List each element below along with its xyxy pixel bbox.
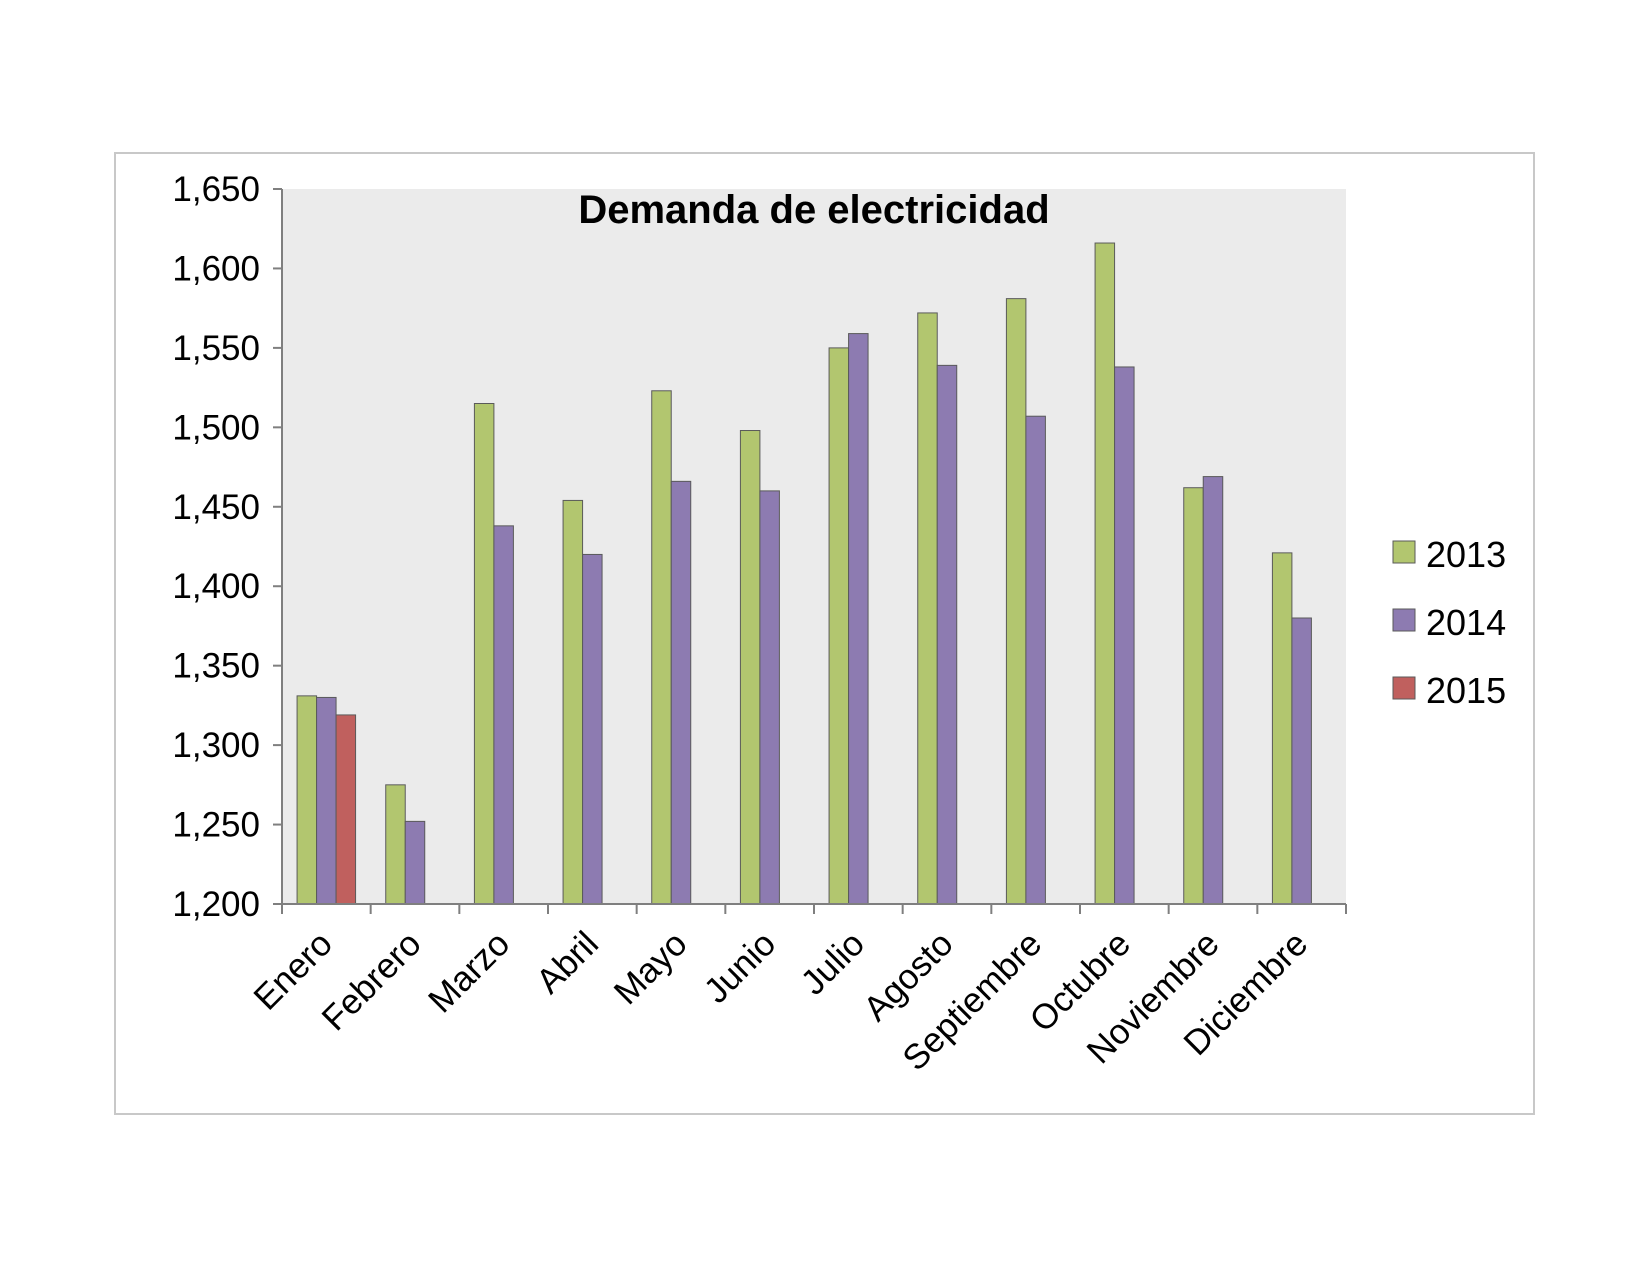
bar-2013-diciembre <box>1271 552 1293 905</box>
chart-frame: 1,200 1,250 1,300 1,350 1,400 1,450 1,500 1,550… <box>114 152 1535 1115</box>
bar-2013-septiembre <box>1005 298 1027 905</box>
bar-2014-junio <box>759 490 780 905</box>
y-tick-label: 1,250 <box>172 806 260 845</box>
y-tick-label: 1,400 <box>172 567 260 606</box>
bar-2013-junio <box>739 430 761 905</box>
chart-svg: 1,200 1,250 1,300 1,350 1,400 1,450 1,500 1,550… <box>172 170 1506 1078</box>
bar-2014-enero <box>316 696 337 905</box>
bar-2013-abril <box>562 499 584 905</box>
bar-2013-julio <box>828 347 850 905</box>
bar-2014-septiembre <box>1025 415 1046 905</box>
bar-2014-abril <box>582 553 603 905</box>
x-category-label: Marzo <box>421 924 517 1020</box>
y-tick-label: 1,650 <box>172 170 260 209</box>
y-tick-label: 1,300 <box>172 726 260 765</box>
bar-2014-octubre <box>1114 366 1135 905</box>
legend-label-2015: 2015 <box>1426 670 1506 711</box>
y-tick-label: 1,500 <box>172 408 260 447</box>
bar-2013-octubre <box>1094 242 1116 905</box>
bar-2014-diciembre <box>1291 617 1312 905</box>
y-tick-label: 1,450 <box>172 488 260 527</box>
plot-area <box>282 189 1346 904</box>
bar-2014-febrero <box>404 820 426 905</box>
bar-2015-enero <box>335 714 357 905</box>
y-tick-label: 1,550 <box>172 329 260 368</box>
y-tick-label: 1,350 <box>172 647 260 686</box>
bar-2013-enero <box>296 695 318 905</box>
x-category-label: Febrero <box>314 924 428 1038</box>
bar-2013-noviembre <box>1183 487 1204 905</box>
x-category-label: Junio <box>697 924 784 1011</box>
legend-label-2014: 2014 <box>1426 602 1506 643</box>
bar-2013-agosto <box>917 312 938 905</box>
bar-2013-febrero <box>385 784 406 905</box>
x-category-label: Mayo <box>607 924 695 1012</box>
bars-group <box>296 242 1312 905</box>
bar-2014-agosto <box>936 364 958 905</box>
chart-title: Demanda de electricidad <box>578 188 1049 232</box>
bar-2013-mayo <box>651 390 672 905</box>
bar-2014-julio <box>848 333 869 905</box>
y-tick-label: 1,200 <box>172 885 260 924</box>
bar-2014-mayo <box>670 480 692 905</box>
x-category-label: Abril <box>529 924 606 1001</box>
legend-swatch-2013 <box>1392 540 1416 564</box>
y-tick-label: 1,600 <box>172 249 260 288</box>
legend-label-2013: 2013 <box>1426 534 1506 575</box>
legend-swatch-2014 <box>1392 608 1416 632</box>
bar-2014-noviembre <box>1202 476 1224 905</box>
legend-swatch-2015 <box>1392 676 1416 700</box>
bar-2013-marzo <box>473 403 495 905</box>
bar-2014-marzo <box>493 525 514 905</box>
legend: 2013 2014 2015 <box>1392 534 1506 711</box>
x-category-label: Julio <box>794 924 872 1002</box>
